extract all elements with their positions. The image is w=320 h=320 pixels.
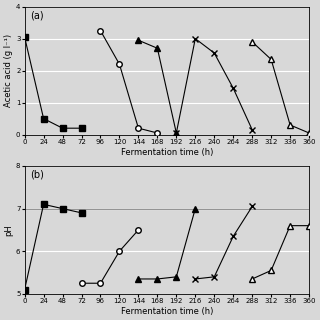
Y-axis label: pH: pH [4, 224, 13, 236]
Text: (b): (b) [30, 170, 44, 180]
X-axis label: Fermentation time (h): Fermentation time (h) [121, 148, 213, 156]
Y-axis label: Acetic acid (g l⁻¹): Acetic acid (g l⁻¹) [4, 34, 13, 107]
X-axis label: Fermentation time (h): Fermentation time (h) [121, 307, 213, 316]
Text: (a): (a) [30, 11, 44, 20]
